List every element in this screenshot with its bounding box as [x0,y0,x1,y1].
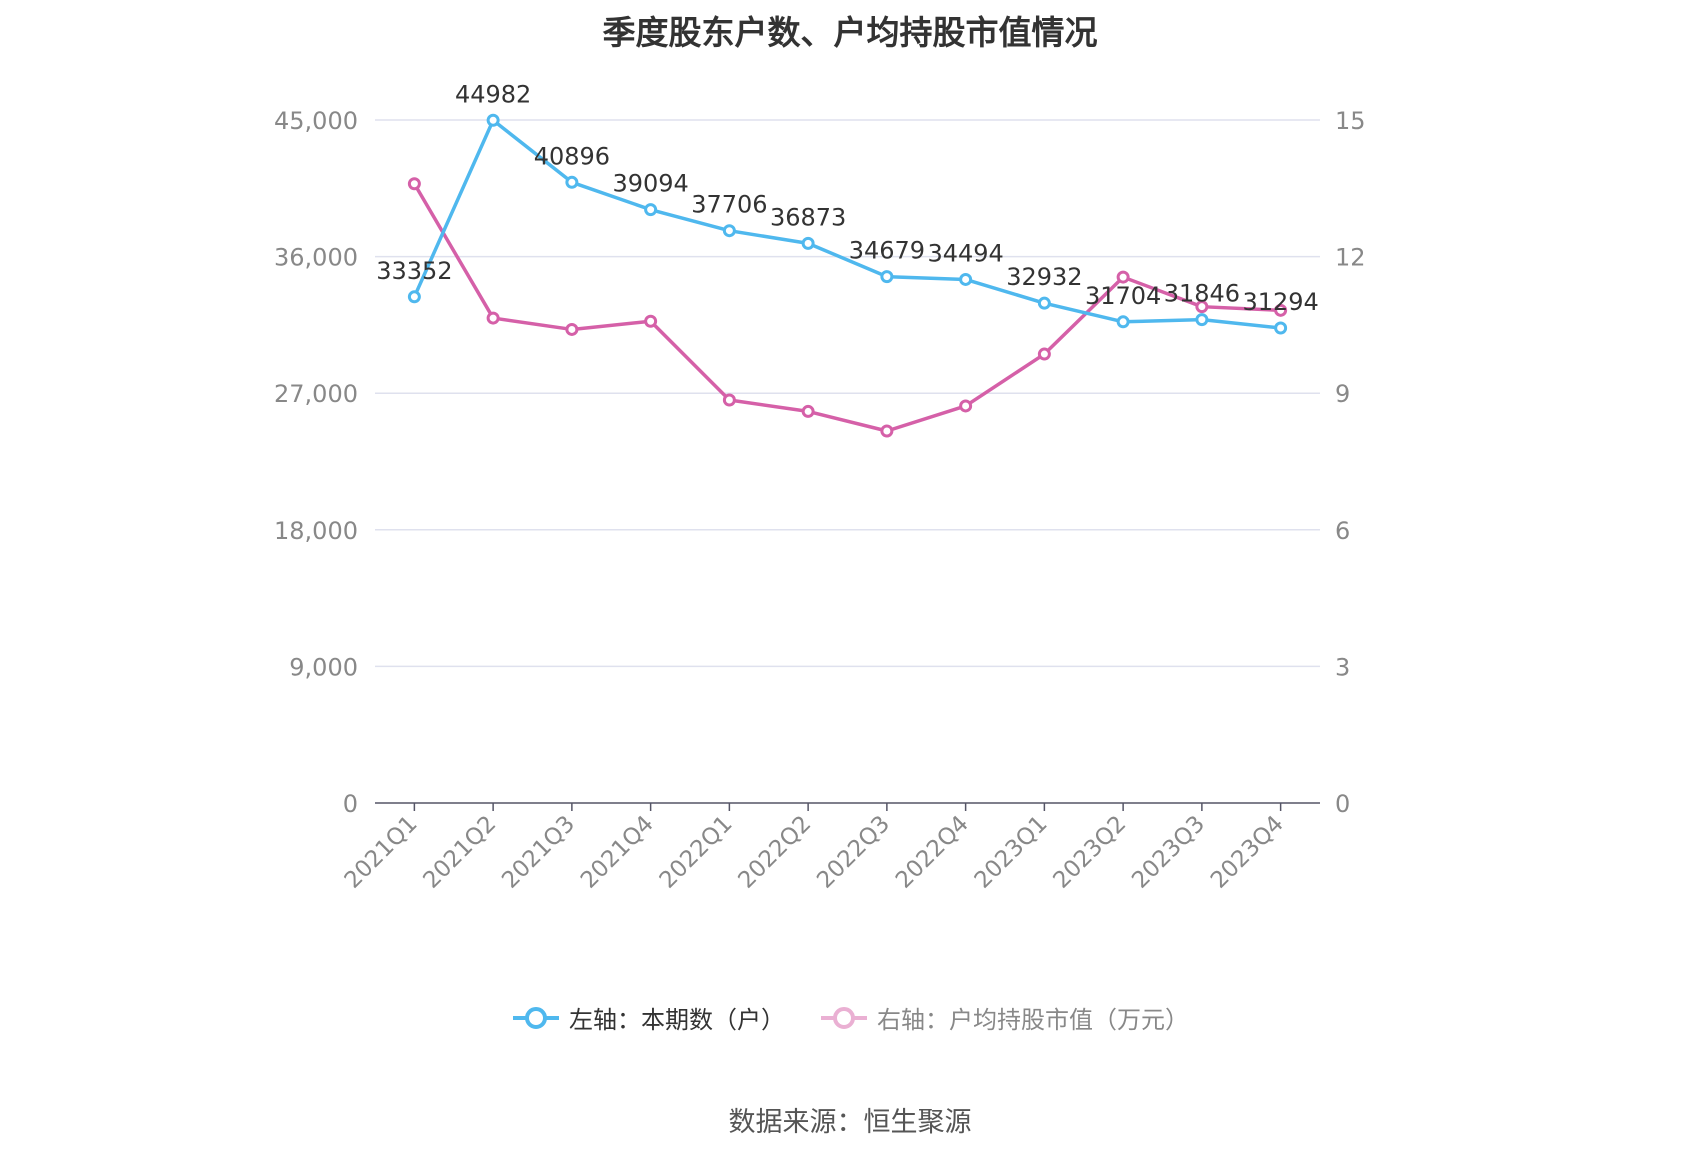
left-tick-label: 9,000 [289,653,358,681]
right-tick-label: 6 [1335,517,1350,545]
avg-value-series-line [412,182,1281,433]
left-tick-label: 0 [343,790,358,818]
line-chart: 0 0 9,000 3 18,000 6 27,000 9 36,000 12 45,000 15 20… [274,80,1366,894]
avg-value-point [1037,347,1051,361]
right-tick-label: 15 [1335,107,1366,135]
legend: 左轴：本期数（户） 右轴：户均持股市值（万元） [0,1000,1700,1035]
chart-title: 季度股东户数、户均持股市值情况 [602,13,1098,52]
households-point [959,272,973,286]
legend-item-avg-value[interactable]: 右轴：户均持股市值（万元） [819,1000,1189,1035]
data-label: 33352 [376,257,452,285]
avg-value-point [1274,303,1288,317]
households-point [644,203,658,217]
avg-value-point [880,424,894,438]
avg-value-point [801,404,815,418]
x-tick-label: 2023Q4 [1206,811,1289,894]
data-label: 34679 [849,237,925,265]
data-label: 34494 [927,239,1003,267]
right-tick-label: 9 [1335,380,1350,408]
data-label: 36873 [770,203,846,231]
households-point [565,175,579,189]
avg-value-point [644,314,658,328]
households-point [1274,321,1288,335]
households-point [1116,315,1130,329]
left-tick-label: 27,000 [274,380,358,408]
data-label: 31704 [1085,282,1161,310]
left-tick-label: 45,000 [274,107,358,135]
households-point [407,290,421,304]
data-label: 39094 [612,170,688,198]
left-tick-label: 18,000 [274,517,358,545]
data-label: 44982 [455,80,531,108]
right-tick-label: 0 [1335,790,1350,818]
households-point [880,270,894,284]
households-point [1195,313,1209,327]
left-tick-label: 36,000 [274,244,358,272]
data-label: 37706 [691,191,767,219]
x-tick-label: 2021Q1 [340,811,423,894]
right-tick-label: 12 [1335,244,1366,272]
x-tick-label: 2021Q4 [576,811,659,894]
households-series-line [412,118,1281,330]
legend-label-avg-value: 右轴：户均持股市值（万元） [877,1006,1189,1034]
avg-value-point [1116,270,1130,284]
avg-value-point [959,399,973,413]
legend-item-households[interactable]: 左轴：本期数（户） [511,1000,785,1035]
x-tick-label: 2022Q1 [655,811,738,894]
avg-value-point [486,311,500,325]
households-point [722,224,736,238]
x-tick-label: 2022Q3 [812,811,895,894]
data-source-note: 数据来源：恒生聚源 [728,1107,972,1138]
x-tick-label: 2022Q4 [891,811,974,894]
legend-line-circle-icon [513,1006,559,1029]
data-label: 40896 [534,142,610,170]
avg-value-point [722,393,736,407]
legend-line-circle-icon [821,1006,867,1029]
data-label: 31294 [1242,288,1318,316]
x-tick-label: 2021Q3 [497,811,580,894]
avg-value-point [407,177,421,191]
x-tick-label: 2021Q2 [418,811,501,894]
data-label: 31846 [1164,280,1240,308]
x-tick-label: 2023Q2 [1048,811,1131,894]
data-label: 32932 [1006,263,1082,291]
households-point [486,113,500,127]
x-tick-label: 2023Q1 [970,811,1053,894]
avg-value-point [1195,300,1209,314]
households-point [801,236,815,250]
avg-value-point [565,322,579,336]
households-point [1037,296,1051,310]
legend-label-households: 左轴：本期数（户） [569,1006,785,1034]
x-tick-label: 2023Q3 [1127,811,1210,894]
right-tick-label: 3 [1335,653,1350,681]
x-tick-label: 2022Q2 [733,811,816,894]
